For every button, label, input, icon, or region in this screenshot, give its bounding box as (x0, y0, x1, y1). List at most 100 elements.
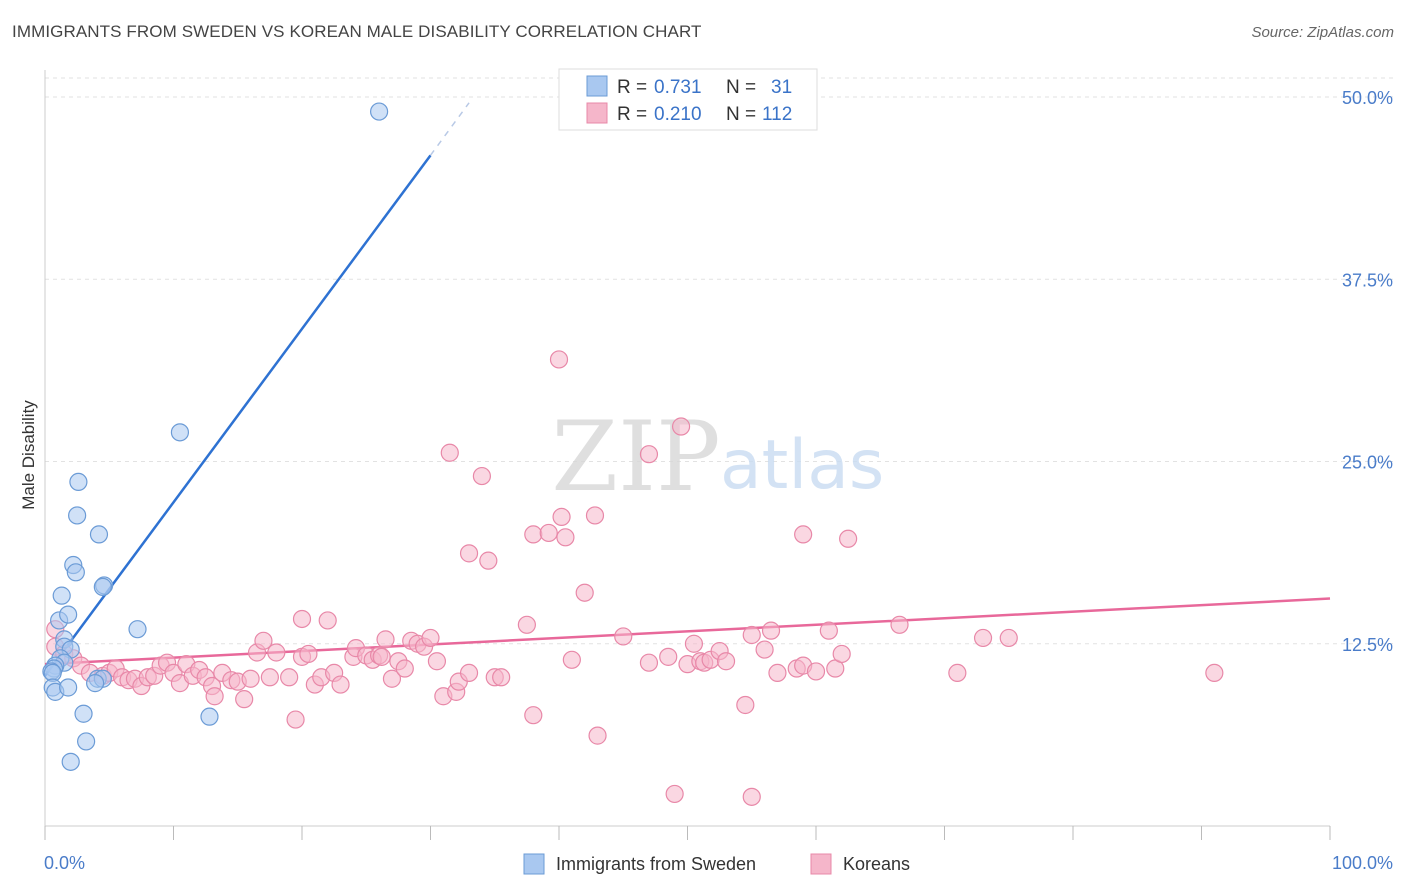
bottom-legend-swatch-sweden (523, 853, 545, 875)
sweden-point (93, 577, 112, 596)
koreans-point (659, 647, 678, 666)
koreans-point (832, 644, 851, 664)
koreans-point (742, 625, 761, 645)
koreans-point (742, 787, 761, 806)
sweden-point (68, 506, 87, 525)
x-tick-label: 0.0% (44, 853, 85, 873)
watermark: ZIP atlas (551, 401, 884, 513)
sweden-point (59, 605, 78, 624)
koreans-point (948, 663, 967, 683)
koreans-point (331, 675, 350, 694)
sweden-point (128, 620, 147, 639)
y-tick-label: 25.0% (1342, 453, 1393, 473)
sweden-point (200, 707, 219, 726)
axis-layer: Male Disability 12.5% 25.0% 37.5% 50.0% 0.0%… (19, 70, 1393, 873)
watermark-atlas: atlas (720, 426, 884, 505)
legend-n-label-koreans: N = (726, 104, 756, 125)
watermark-zip: ZIP (551, 401, 720, 513)
sweden-point (66, 563, 85, 582)
koreans-point (639, 445, 659, 464)
koreans-trend-line (44, 597, 1331, 666)
legend-n-value-sweden: 31 (771, 77, 792, 98)
y-axis-label: Male Disability (19, 400, 38, 510)
koreans-point (524, 525, 543, 544)
y-tick-label: 12.5% (1342, 635, 1393, 655)
points-layer (42, 102, 1224, 806)
koreans-point (479, 551, 498, 570)
koreans-point (440, 443, 459, 462)
koreans-point (292, 609, 312, 629)
y-tick-label: 50.0% (1342, 88, 1393, 108)
koreans-point (267, 643, 286, 662)
koreans-point (999, 628, 1018, 648)
koreans-point (492, 668, 511, 687)
koreans-point (614, 627, 633, 646)
koreans-point (299, 644, 318, 664)
koreans-point (585, 506, 605, 525)
legend-r-value-sweden: 0.731 (654, 77, 702, 98)
y-tick-label: 37.5% (1342, 270, 1393, 290)
sweden-point (59, 678, 78, 697)
bottom-legend-label-koreans: Koreans (843, 854, 910, 874)
koreans-point (755, 640, 774, 659)
koreans-point (372, 647, 391, 666)
koreans-point (973, 628, 993, 648)
koreans-point (280, 668, 299, 687)
sweden-trend-line (43, 154, 432, 677)
koreans-point (736, 695, 755, 715)
koreans-point (556, 528, 575, 547)
sweden-point (89, 525, 109, 544)
koreans-point (524, 706, 543, 725)
bottom-legend: Immigrants from Sweden Koreans (523, 853, 910, 875)
koreans-point (562, 650, 581, 669)
koreans-point (421, 628, 440, 648)
bottom-legend-label-sweden: Immigrants from Sweden (556, 854, 756, 874)
koreans-point (1205, 663, 1224, 683)
koreans-point (552, 507, 571, 527)
koreans-point (639, 653, 659, 672)
legend-swatch-koreans (586, 102, 608, 124)
sweden-point (61, 752, 80, 771)
legend-n-value-koreans: 112 (762, 104, 792, 125)
koreans-point (472, 466, 491, 486)
koreans-point (549, 350, 569, 369)
koreans-point (768, 663, 787, 683)
sweden-trend-extension (429, 102, 470, 156)
bottom-legend-swatch-koreans (810, 853, 832, 875)
koreans-point (241, 669, 260, 688)
legend-r-label-sweden: R = (617, 77, 647, 98)
koreans-point (459, 544, 479, 563)
koreans-point (260, 668, 279, 687)
legend-r-value-koreans: 0.210 (654, 104, 702, 125)
koreans-point (318, 611, 337, 630)
legend-n-label-sweden: N = (726, 77, 756, 98)
koreans-point (382, 669, 402, 688)
koreans-point (806, 662, 826, 681)
sweden-point (77, 732, 96, 751)
sweden-point (86, 674, 105, 693)
koreans-point (254, 631, 273, 650)
koreans-point (819, 621, 838, 640)
koreans-point (427, 652, 447, 671)
legend-swatch-sweden (586, 75, 608, 97)
x-tick-label: 100.0% (1332, 853, 1393, 873)
koreans-point (671, 417, 691, 436)
koreans-point (395, 659, 414, 678)
koreans-point (794, 525, 813, 544)
koreans-point (890, 615, 909, 634)
koreans-point (286, 710, 305, 729)
koreans-point (588, 726, 607, 745)
koreans-point (684, 634, 704, 653)
sweden-point (370, 102, 389, 121)
trend-layer (43, 102, 1331, 677)
koreans-point (539, 523, 558, 543)
grid-layer (45, 77, 1393, 645)
koreans-point (459, 663, 479, 683)
koreans-point (517, 615, 536, 634)
chart-source: Source: ZipAtlas.com (1251, 24, 1394, 41)
chart-title: IMMIGRANTS FROM SWEDEN VS KOREAN MALE DI… (12, 22, 702, 41)
koreans-point (716, 652, 736, 671)
koreans-point (575, 583, 594, 602)
sweden-point (69, 472, 88, 492)
